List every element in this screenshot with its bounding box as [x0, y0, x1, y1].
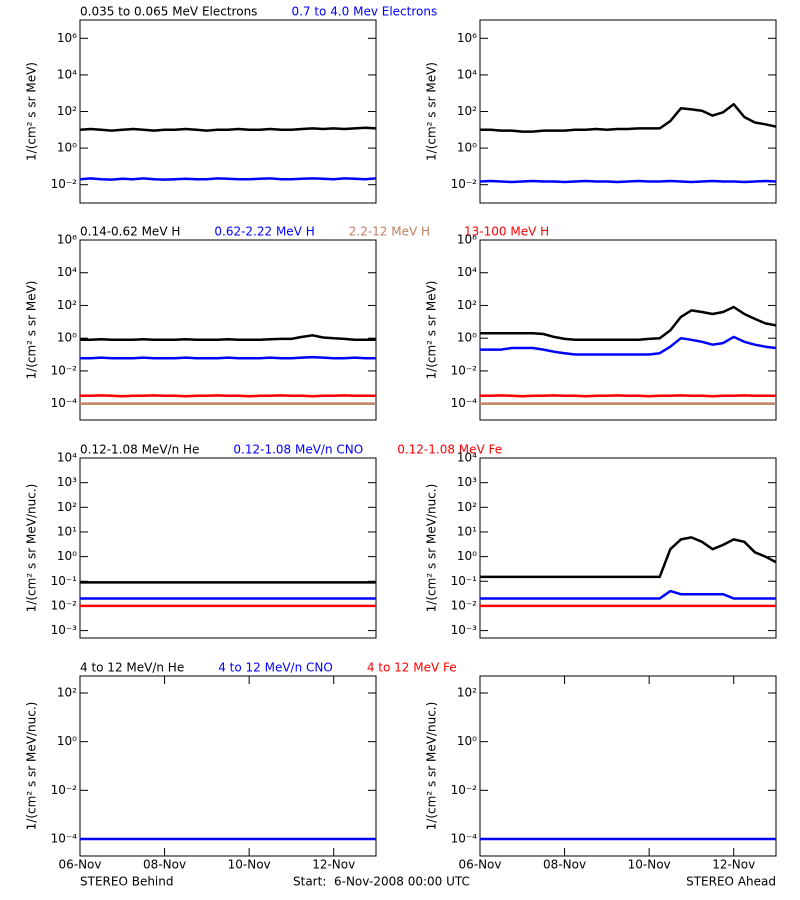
y-tick-label: 10⁰ — [57, 734, 77, 748]
y-tick-label: 10⁻¹ — [51, 574, 78, 588]
y-tick-label: 10² — [457, 686, 477, 700]
footer-right: STEREO Ahead — [686, 875, 776, 889]
y-tick-label: 10⁻⁴ — [51, 396, 78, 410]
y-tick-label: 10⁻¹ — [451, 574, 478, 588]
x-tick-label: 12-Nov — [312, 858, 355, 872]
y-tick-label: 10⁻² — [451, 363, 478, 377]
y-tick-label: 10⁻² — [51, 783, 78, 797]
y-tick-label: 10⁻² — [451, 598, 478, 612]
plot-frame — [79, 239, 377, 421]
data-line — [480, 305, 776, 342]
x-tick-label: 12-Nov — [712, 858, 755, 872]
y-tick-label: 10² — [457, 500, 477, 514]
y-tick-label: 10⁰ — [457, 141, 477, 155]
y-axis-label: 1/(cm² s sr MeV) — [25, 62, 39, 161]
plot-frame — [79, 675, 377, 857]
y-tick-label: 10⁴ — [457, 67, 477, 81]
y-tick-label: 10² — [457, 104, 477, 118]
plot-frame — [479, 675, 777, 857]
legend-label: 4 to 12 MeV/n CNO — [218, 661, 333, 675]
y-tick-label: 10⁴ — [457, 451, 477, 465]
plot-frame — [79, 457, 377, 639]
legend-label: 0.14-0.62 MeV H — [80, 225, 180, 239]
data-line — [480, 335, 776, 356]
y-tick-label: 10⁶ — [57, 233, 77, 247]
data-line — [80, 394, 376, 398]
y-tick-label: 10⁻² — [451, 177, 478, 191]
y-tick-label: 10⁶ — [57, 31, 77, 45]
x-tick-label: 06-Nov — [458, 858, 501, 872]
y-tick-label: 10⁻² — [451, 783, 478, 797]
y-axis-label: 1/(cm² s sr MeV/nuc.) — [425, 484, 439, 613]
data-line — [480, 536, 776, 579]
data-line — [80, 177, 376, 181]
legend-label: 0.035 to 0.065 MeV Electrons — [80, 5, 257, 19]
footer-left: STEREO Behind — [80, 875, 174, 889]
y-tick-label: 10⁻³ — [51, 623, 78, 637]
y-tick-label: 10⁰ — [57, 331, 77, 345]
x-tick-label: 06-Nov — [58, 858, 101, 872]
y-tick-label: 10¹ — [57, 524, 77, 538]
data-line — [80, 334, 376, 342]
y-tick-label: 10⁴ — [57, 67, 77, 81]
y-tick-label: 10² — [57, 104, 77, 118]
y-tick-label: 10⁰ — [457, 331, 477, 345]
data-line — [480, 589, 776, 600]
y-tick-label: 10¹ — [457, 524, 477, 538]
y-tick-label: 10⁴ — [457, 265, 477, 279]
legend-label: 0.12-1.08 MeV Fe — [397, 443, 502, 457]
plot-frame — [479, 457, 777, 639]
y-tick-label: 10⁶ — [457, 31, 477, 45]
y-axis-label: 1/(cm² s sr MeV) — [425, 62, 439, 161]
y-axis-label: 1/(cm² s sr MeV/nuc.) — [25, 702, 39, 831]
y-axis-label: 1/(cm² s sr MeV/nuc.) — [25, 484, 39, 613]
y-tick-label: 10² — [57, 298, 77, 312]
legend-label: 0.12-1.08 MeV/n CNO — [233, 443, 363, 457]
x-tick-label: 10-Nov — [628, 858, 671, 872]
y-axis-label: 1/(cm² s sr MeV) — [25, 281, 39, 380]
x-tick-label: 10-Nov — [228, 858, 271, 872]
legend-label: 4 to 12 MeV Fe — [367, 661, 457, 675]
y-axis-label: 1/(cm² s sr MeV/nuc.) — [425, 702, 439, 831]
legend-label: 13-100 MeV H — [464, 225, 549, 239]
y-axis-label: 1/(cm² s sr MeV) — [425, 281, 439, 380]
y-tick-label: 10⁻⁴ — [451, 831, 478, 845]
data-line — [480, 179, 776, 184]
y-tick-label: 10⁻² — [51, 598, 78, 612]
y-tick-label: 10⁻² — [51, 363, 78, 377]
y-tick-label: 10⁻² — [51, 177, 78, 191]
data-line — [80, 355, 376, 360]
plot-frame — [479, 239, 777, 421]
data-line — [480, 102, 776, 133]
y-tick-label: 10³ — [457, 475, 477, 489]
y-tick-label: 10⁴ — [57, 451, 77, 465]
x-tick-label: 08-Nov — [143, 858, 186, 872]
legend-label: 0.12-1.08 MeV/n He — [80, 443, 199, 457]
y-tick-label: 10⁴ — [57, 265, 77, 279]
legend-label: 2.2-12 MeV H — [349, 225, 430, 239]
y-tick-label: 10⁶ — [457, 233, 477, 247]
data-line — [80, 126, 376, 132]
y-tick-label: 10³ — [57, 475, 77, 489]
y-tick-label: 10⁰ — [57, 141, 77, 155]
y-tick-label: 10⁰ — [457, 549, 477, 563]
y-tick-label: 10² — [457, 298, 477, 312]
y-tick-label: 10⁻⁴ — [451, 396, 478, 410]
y-tick-label: 10⁻³ — [451, 623, 478, 637]
y-tick-label: 10⁰ — [57, 549, 77, 563]
x-tick-label: 08-Nov — [543, 858, 586, 872]
y-tick-label: 10² — [57, 686, 77, 700]
legend-label: 4 to 12 MeV/n He — [80, 661, 184, 675]
footer-center: Start: 6-Nov-2008 00:00 UTC — [293, 875, 470, 889]
legend-label: 0.7 to 4.0 Mev Electrons — [291, 5, 437, 19]
data-line — [480, 394, 776, 398]
legend-label: 0.62-2.22 MeV H — [214, 225, 314, 239]
y-tick-label: 10⁰ — [457, 734, 477, 748]
y-tick-label: 10⁻⁴ — [51, 831, 78, 845]
y-tick-label: 10² — [57, 500, 77, 514]
